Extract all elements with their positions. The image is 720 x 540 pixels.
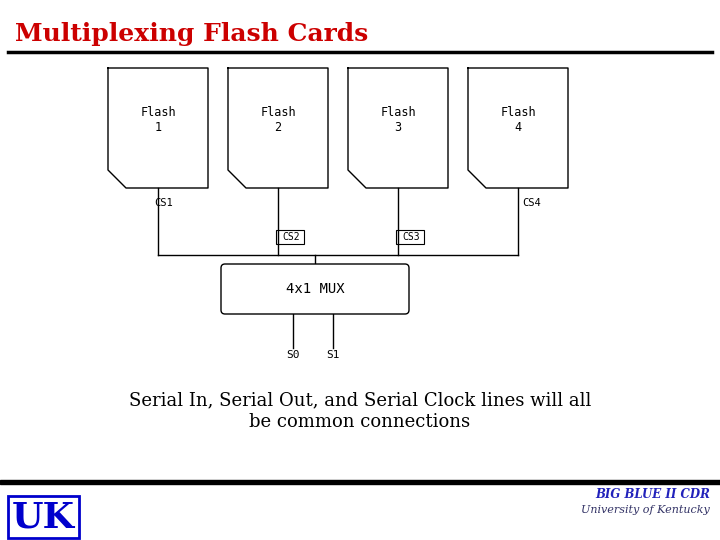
FancyBboxPatch shape	[221, 264, 409, 314]
Text: Flash
4: Flash 4	[500, 106, 536, 134]
Text: Flash
3: Flash 3	[380, 106, 416, 134]
Text: CS3: CS3	[402, 232, 420, 242]
Text: CS1: CS1	[154, 198, 173, 208]
Bar	[396, 230, 424, 244]
Text: Flash
2: Flash 2	[260, 106, 296, 134]
Text: be common connections: be common connections	[249, 413, 471, 431]
Text: Serial In, Serial Out, and Serial Clock lines will all: Serial In, Serial Out, and Serial Clock …	[129, 391, 591, 409]
Text: S0: S0	[287, 350, 300, 360]
Text: BIG BLUE II CDR: BIG BLUE II CDR	[595, 488, 710, 501]
Text: S1: S1	[326, 350, 340, 360]
Bar	[0, 480, 720, 484]
Text: 4x1 MUX: 4x1 MUX	[286, 282, 344, 296]
Text: University of Kentucky: University of Kentucky	[581, 505, 710, 515]
Text: Multiplexing Flash Cards: Multiplexing Flash Cards	[15, 22, 368, 46]
Text: Flash
1: Flash 1	[140, 106, 176, 134]
Bar	[276, 230, 304, 244]
Text: UK: UK	[12, 500, 75, 534]
Text: CS4: CS4	[522, 198, 541, 208]
Text: CS2: CS2	[282, 232, 300, 242]
